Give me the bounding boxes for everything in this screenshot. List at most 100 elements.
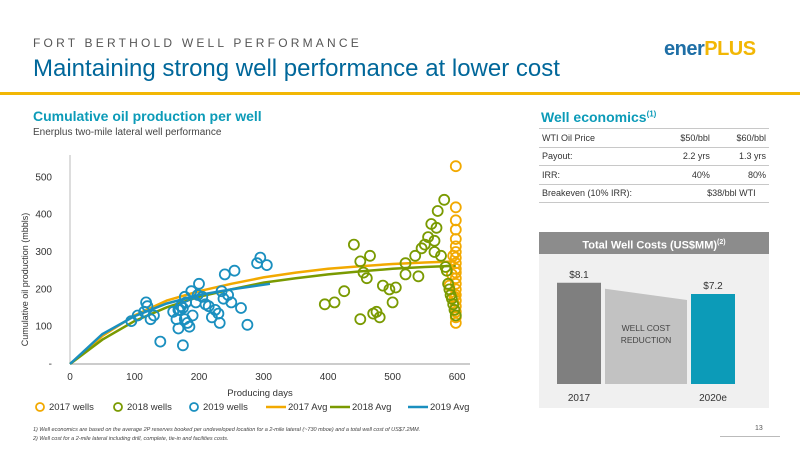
reduction-label-line1: WELL COST: [622, 323, 671, 333]
legend-label: 2019 Avg: [430, 402, 469, 413]
well-economics-table: WTI Oil Price $50/bbl $60/bbl Payout: 2.…: [539, 128, 769, 203]
data-point-2018-wells: [399, 268, 412, 281]
legend-marker: [189, 402, 199, 412]
x-tick-label: 500: [384, 372, 401, 383]
well-economics-title-text: Well economics: [541, 109, 647, 125]
x-tick-label: 100: [126, 372, 143, 383]
data-point-2018-wells: [328, 296, 341, 309]
bar-value-label: $7.2: [703, 281, 723, 292]
data-point-2018-wells: [354, 313, 367, 326]
legend-marker: [35, 402, 45, 412]
data-point-2019-wells: [154, 335, 167, 348]
data-point-2018-wells: [447, 298, 460, 311]
y-tick-label: 300: [35, 247, 52, 258]
x-tick-label: 300: [255, 372, 272, 383]
legend-label: 2018 wells: [127, 402, 172, 413]
data-point-2018-wells: [428, 246, 441, 258]
avg-line-2019-avg: [69, 282, 271, 365]
data-point-2018-wells: [360, 272, 373, 285]
x-tick-label: 0: [67, 372, 73, 383]
data-point-2019-wells: [172, 322, 185, 335]
data-point-2017-wells: [449, 233, 462, 245]
data-point-2018-wells: [376, 279, 389, 292]
data-point-2018-wells: [442, 277, 455, 290]
data-point-2019-wells: [215, 285, 228, 298]
data-point-2019-wells: [183, 320, 196, 333]
table-row: WTI Oil Price $50/bbl $60/bbl: [539, 128, 769, 148]
well-costs-title-text: Total Well Costs (US$MM): [582, 239, 718, 252]
avg-line-2018-avg: [69, 264, 456, 365]
x-axis-label: Producing days: [227, 388, 293, 399]
data-point-2019-wells: [218, 268, 231, 281]
bar-category-label: 2020e: [699, 393, 727, 404]
row-value-50: $50/bbl: [656, 128, 713, 148]
data-point-2017-wells: [449, 160, 462, 173]
x-tick-label: 600: [449, 372, 466, 383]
data-point-2018-wells: [445, 292, 458, 305]
company-logo: enerPLUS: [664, 38, 756, 61]
page-number: 13: [755, 425, 763, 432]
data-point-2018-wells: [373, 311, 386, 324]
data-point-2018-wells: [399, 257, 412, 270]
y-tick-label: 500: [35, 172, 52, 183]
footnote-2: 2) Well cost for a 2-mile lateral includ…: [33, 436, 229, 442]
page-title: Maintaining strong well performance at l…: [33, 55, 560, 82]
data-point-2019-wells: [193, 277, 205, 290]
row-value-60: 80%: [712, 165, 769, 185]
bar-value-label: $8.1: [569, 270, 589, 281]
data-point-2019-wells: [228, 264, 241, 277]
well-costs-title: Total Well Costs (US$MM)(2): [539, 232, 769, 254]
data-point-2018-wells: [383, 283, 396, 296]
data-point-2018-wells: [338, 285, 351, 298]
chart-title: Cumulative oil production per well: [33, 108, 262, 124]
data-point-2019-wells: [131, 309, 144, 322]
legend-label: 2017 Avg: [288, 402, 327, 413]
logo-part-plus: PLUS: [704, 38, 756, 60]
chart-subtitle: Enerplus two-mile lateral well performan…: [33, 127, 222, 138]
data-point-2019-wells: [144, 313, 157, 326]
legend-label: 2018 Avg: [352, 402, 391, 413]
data-point-2018-wells: [428, 234, 441, 247]
row-label: Payout:: [539, 147, 657, 166]
well-economics-footnote-ref: (1): [646, 109, 657, 119]
row-value-60: $60/bbl: [712, 128, 769, 148]
legend-marker: [113, 402, 123, 412]
data-point-2018-wells: [435, 249, 447, 262]
bar-category-label: 2017: [568, 393, 591, 404]
data-point-2019-wells: [260, 259, 273, 271]
data-point-2018-wells: [386, 296, 399, 309]
data-point-2017-wells: [449, 272, 462, 285]
y-axis-label: Cumulative oil production (mbbls): [20, 213, 30, 347]
cost-bar-2020e: [691, 294, 735, 384]
reduction-label-line2: REDUCTION: [621, 335, 672, 345]
data-point-2019-wells: [205, 311, 218, 324]
data-point-2018-wells: [409, 249, 422, 262]
table-row: Breakeven (10% IRR): $38/bbl WTI: [539, 184, 769, 203]
avg-line-2017-avg: [69, 260, 456, 365]
data-point-2018-wells: [364, 249, 376, 262]
data-point-2018-wells: [318, 298, 331, 311]
cost-bar-2017: [557, 282, 601, 384]
data-point-2019-wells: [178, 290, 191, 303]
data-point-2018-wells: [412, 270, 425, 283]
data-point-2018-wells: [449, 309, 462, 322]
data-point-2018-wells: [422, 231, 435, 243]
header-divider: [0, 92, 800, 95]
data-point-2018-wells: [438, 193, 451, 206]
data-point-2019-wells: [213, 316, 226, 329]
data-point-2019-wells: [196, 290, 209, 303]
data-point-2018-wells: [418, 238, 431, 251]
data-point-2019-wells: [172, 303, 185, 316]
data-point-2019-wells: [176, 339, 189, 352]
data-point-2019-wells: [222, 289, 235, 301]
data-point-2019-wells: [225, 296, 238, 309]
data-point-2019-wells: [167, 305, 180, 318]
data-point-2018-wells: [431, 205, 444, 217]
logo-part-ener: ener: [664, 38, 705, 60]
table-row: IRR: 40% 80%: [539, 165, 769, 185]
data-point-2017-wells: [449, 316, 462, 329]
data-point-2018-wells: [415, 242, 428, 255]
y-tick-label: 100: [35, 322, 52, 333]
data-point-2017-wells: [449, 201, 462, 214]
row-value-50: 40%: [656, 165, 713, 185]
